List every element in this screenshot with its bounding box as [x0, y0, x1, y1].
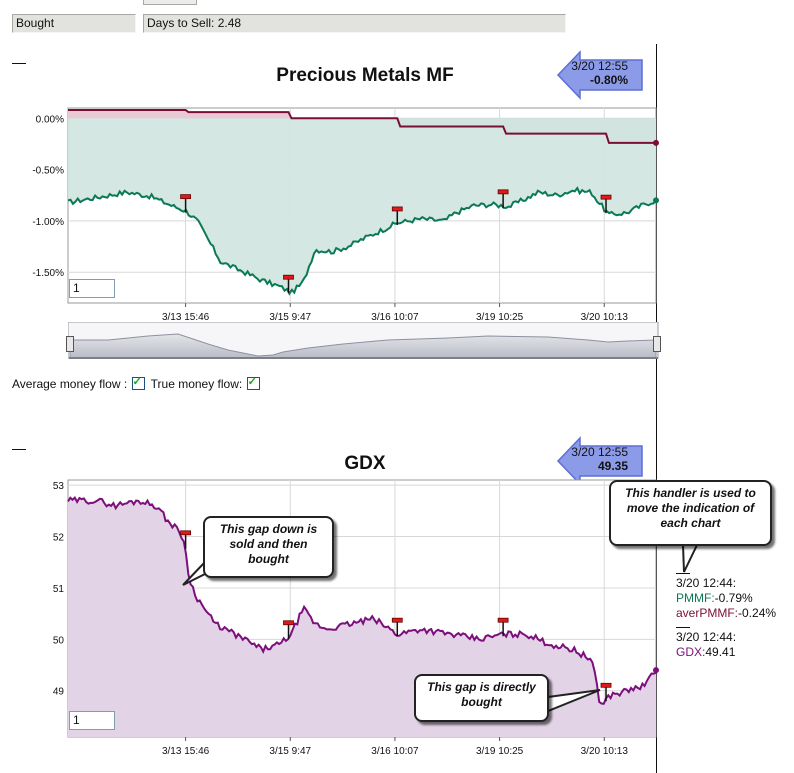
status-label: Bought: [16, 16, 55, 30]
gdx-label: GDX:: [676, 645, 706, 659]
chart2-indicator-text: 3/20 12:55 49.35: [571, 445, 628, 473]
y-tick-label: 51: [53, 584, 65, 595]
chart1-input[interactable]: 1: [69, 279, 115, 298]
handler-legend: 3/20 12:44: PMMF:-0.79% averPMMF:-0.24% …: [676, 572, 776, 660]
days-to-sell-label: Days to Sell: 2.48: [147, 16, 242, 30]
pmmf-line: [67, 186, 657, 296]
gap-bought-callout: This gap is directly bought: [414, 674, 549, 722]
trade-marker: [497, 617, 509, 623]
gdx-value: 49.41: [705, 645, 736, 659]
handler-note-line-3: each chart: [660, 516, 721, 530]
average-money-flow-label: Average money flow :: [12, 377, 128, 391]
average-money-flow-line: [68, 109, 656, 144]
true-money-flow-checkbox[interactable]: [246, 375, 260, 390]
aver-pmmf-value: -0.24%: [738, 606, 777, 620]
chart1-indicator-time: 3/20 12:55: [571, 59, 628, 73]
tab-stub: [143, 0, 197, 5]
gap-sold-line-3: bought: [248, 552, 289, 566]
x-tick-label: 3/13 15:46: [162, 746, 210, 757]
chart1-indicator-text: 3/20 12:55 -0.80%: [571, 59, 628, 87]
x-tick-label: 3/16 10:07: [371, 746, 419, 757]
average-band: [68, 118, 656, 143]
y-tick-label: -1.50%: [32, 268, 64, 279]
gap-sold-line-1: This gap down is: [219, 522, 318, 536]
trade-marker: [600, 194, 612, 200]
range-navigator[interactable]: [66, 321, 661, 364]
handler-callout: This handler is used to move the indicat…: [609, 480, 772, 546]
chart1-indicator-value: -0.80%: [589, 73, 628, 87]
navigator-right-handle[interactable]: [653, 336, 661, 352]
plot-frame: [67, 479, 657, 738]
pmmf-area: [68, 118, 656, 294]
y-tick-label: -1.00%: [32, 217, 64, 228]
trade-marker: [600, 682, 612, 688]
chart2-title: GDX: [344, 453, 386, 474]
average-money-flow-checkbox[interactable]: [131, 375, 145, 390]
legend-dash-1: [676, 573, 690, 574]
status-field: Bought: [12, 14, 136, 33]
y-tick-label: 50: [53, 635, 65, 646]
handler-note-line-2: move the indication of: [626, 501, 755, 515]
handler-line[interactable]: [656, 44, 657, 773]
gdx-area: [68, 497, 656, 737]
y-tick-label: 52: [53, 533, 65, 544]
left-arrow-icon: [556, 50, 643, 100]
legend-dash-2: [676, 627, 690, 628]
average-positive-area: [68, 110, 292, 119]
trade-marker: [180, 530, 192, 536]
collapse-dash-2[interactable]: [12, 449, 26, 450]
chart1-indicator[interactable]: 3/20 12:55 -0.80%: [556, 50, 646, 100]
x-tick-label: 3/20 10:13: [581, 746, 629, 757]
y-tick-label: 0.00%: [36, 114, 64, 125]
chart2-indicator-time: 3/20 12:55: [571, 445, 628, 459]
navigator-left-handle[interactable]: [66, 336, 74, 352]
y-tick-label: -0.50%: [32, 166, 64, 177]
x-tick-label: 3/15 9:47: [269, 746, 311, 757]
aver-pmmf-label: averPMMF:: [676, 606, 739, 620]
chart2-input[interactable]: 1: [69, 711, 115, 730]
gap-sold-callout: This gap down is sold and then bought: [203, 516, 334, 578]
trade-marker: [283, 620, 294, 626]
gdx-line: [67, 495, 657, 705]
gap-bought-line-1: This gap is directly: [427, 680, 536, 694]
trade-marker: [391, 617, 403, 623]
chart2-indicator[interactable]: 3/20 12:55 49.35: [556, 436, 646, 486]
pmmf-label: PMMF:: [676, 591, 715, 605]
gap-sold-line-2: sold and then: [229, 537, 308, 551]
trade-marker: [497, 189, 509, 195]
handler-note-line-1: This handler is used to: [625, 486, 756, 500]
y-tick-label: 53: [53, 481, 65, 492]
navigator-plot: [67, 321, 659, 359]
legend-time-1: 3/20 12:44:: [676, 576, 737, 590]
gap-bought-line-2: bought: [461, 695, 502, 709]
days-to-sell-field: Days to Sell: 2.48: [143, 14, 566, 33]
x-tick-label: 3/19 10:25: [476, 746, 524, 757]
trade-marker: [391, 206, 403, 212]
y-tick-label: 49: [53, 687, 65, 698]
chart1-title: Precious Metals MF: [276, 65, 454, 86]
chart1-input-value: 1: [73, 281, 80, 295]
legend-time-2: 3/20 12:44:: [676, 630, 737, 644]
money-flow-options: Average money flow : True money flow:: [12, 375, 263, 391]
chart2-input-value: 1: [73, 713, 80, 727]
collapse-dash-1[interactable]: [12, 63, 26, 64]
trade-marker: [283, 274, 294, 280]
trade-marker: [180, 194, 192, 200]
chart2-indicator-value: 49.35: [597, 459, 628, 473]
plot-frame: [67, 107, 657, 304]
true-money-flow-label: True money flow:: [150, 377, 243, 391]
pmmf-value: -0.79%: [714, 591, 753, 605]
